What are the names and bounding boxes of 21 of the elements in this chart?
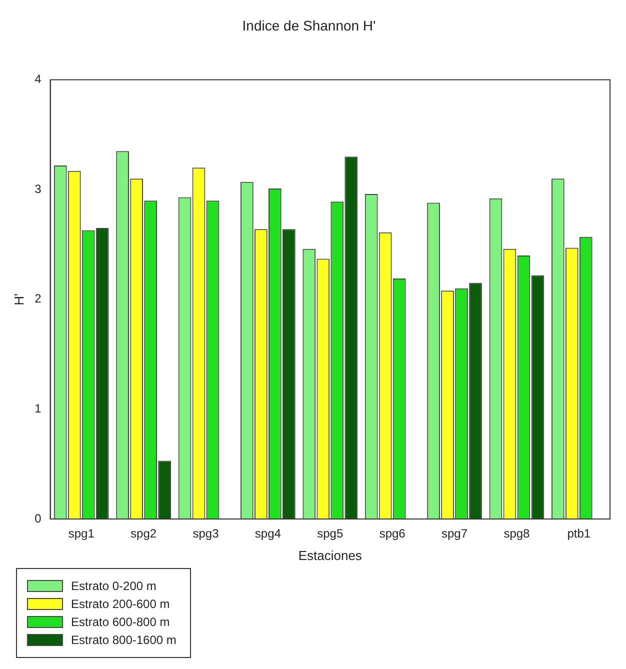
legend-label: Estrato 0-200 m xyxy=(71,578,156,595)
x-tick-label: spg7 xyxy=(442,526,468,541)
x-tick-label: spg4 xyxy=(254,526,282,541)
x-tick-label: spg3 xyxy=(192,526,220,541)
x-tick-label: ptb1 xyxy=(567,526,591,541)
y-tick-label: 0 xyxy=(34,511,42,526)
x-tick-label: spg2 xyxy=(130,526,157,541)
legend-label: Estrato 800-1600 m xyxy=(71,632,176,649)
x-axis-title: Estaciones xyxy=(298,548,362,563)
x-tick-label: spg5 xyxy=(317,526,344,541)
legend-label: Estrato 200-600 m xyxy=(71,596,170,613)
legend-label: Estrato 600-800 m xyxy=(71,614,170,631)
x-tick-label: spg1 xyxy=(68,526,95,541)
y-axis-title: H' xyxy=(11,293,26,306)
y-tick-label: 4 xyxy=(34,72,42,86)
y-tick-label: 3 xyxy=(34,182,42,196)
x-tick-label: spg8 xyxy=(504,526,530,541)
chart-title: Indice de Shannon H' xyxy=(242,17,376,34)
y-tick-label: 1 xyxy=(34,402,42,416)
x-tick-label: spg6 xyxy=(379,526,406,541)
y-tick-label: 2 xyxy=(34,292,42,306)
